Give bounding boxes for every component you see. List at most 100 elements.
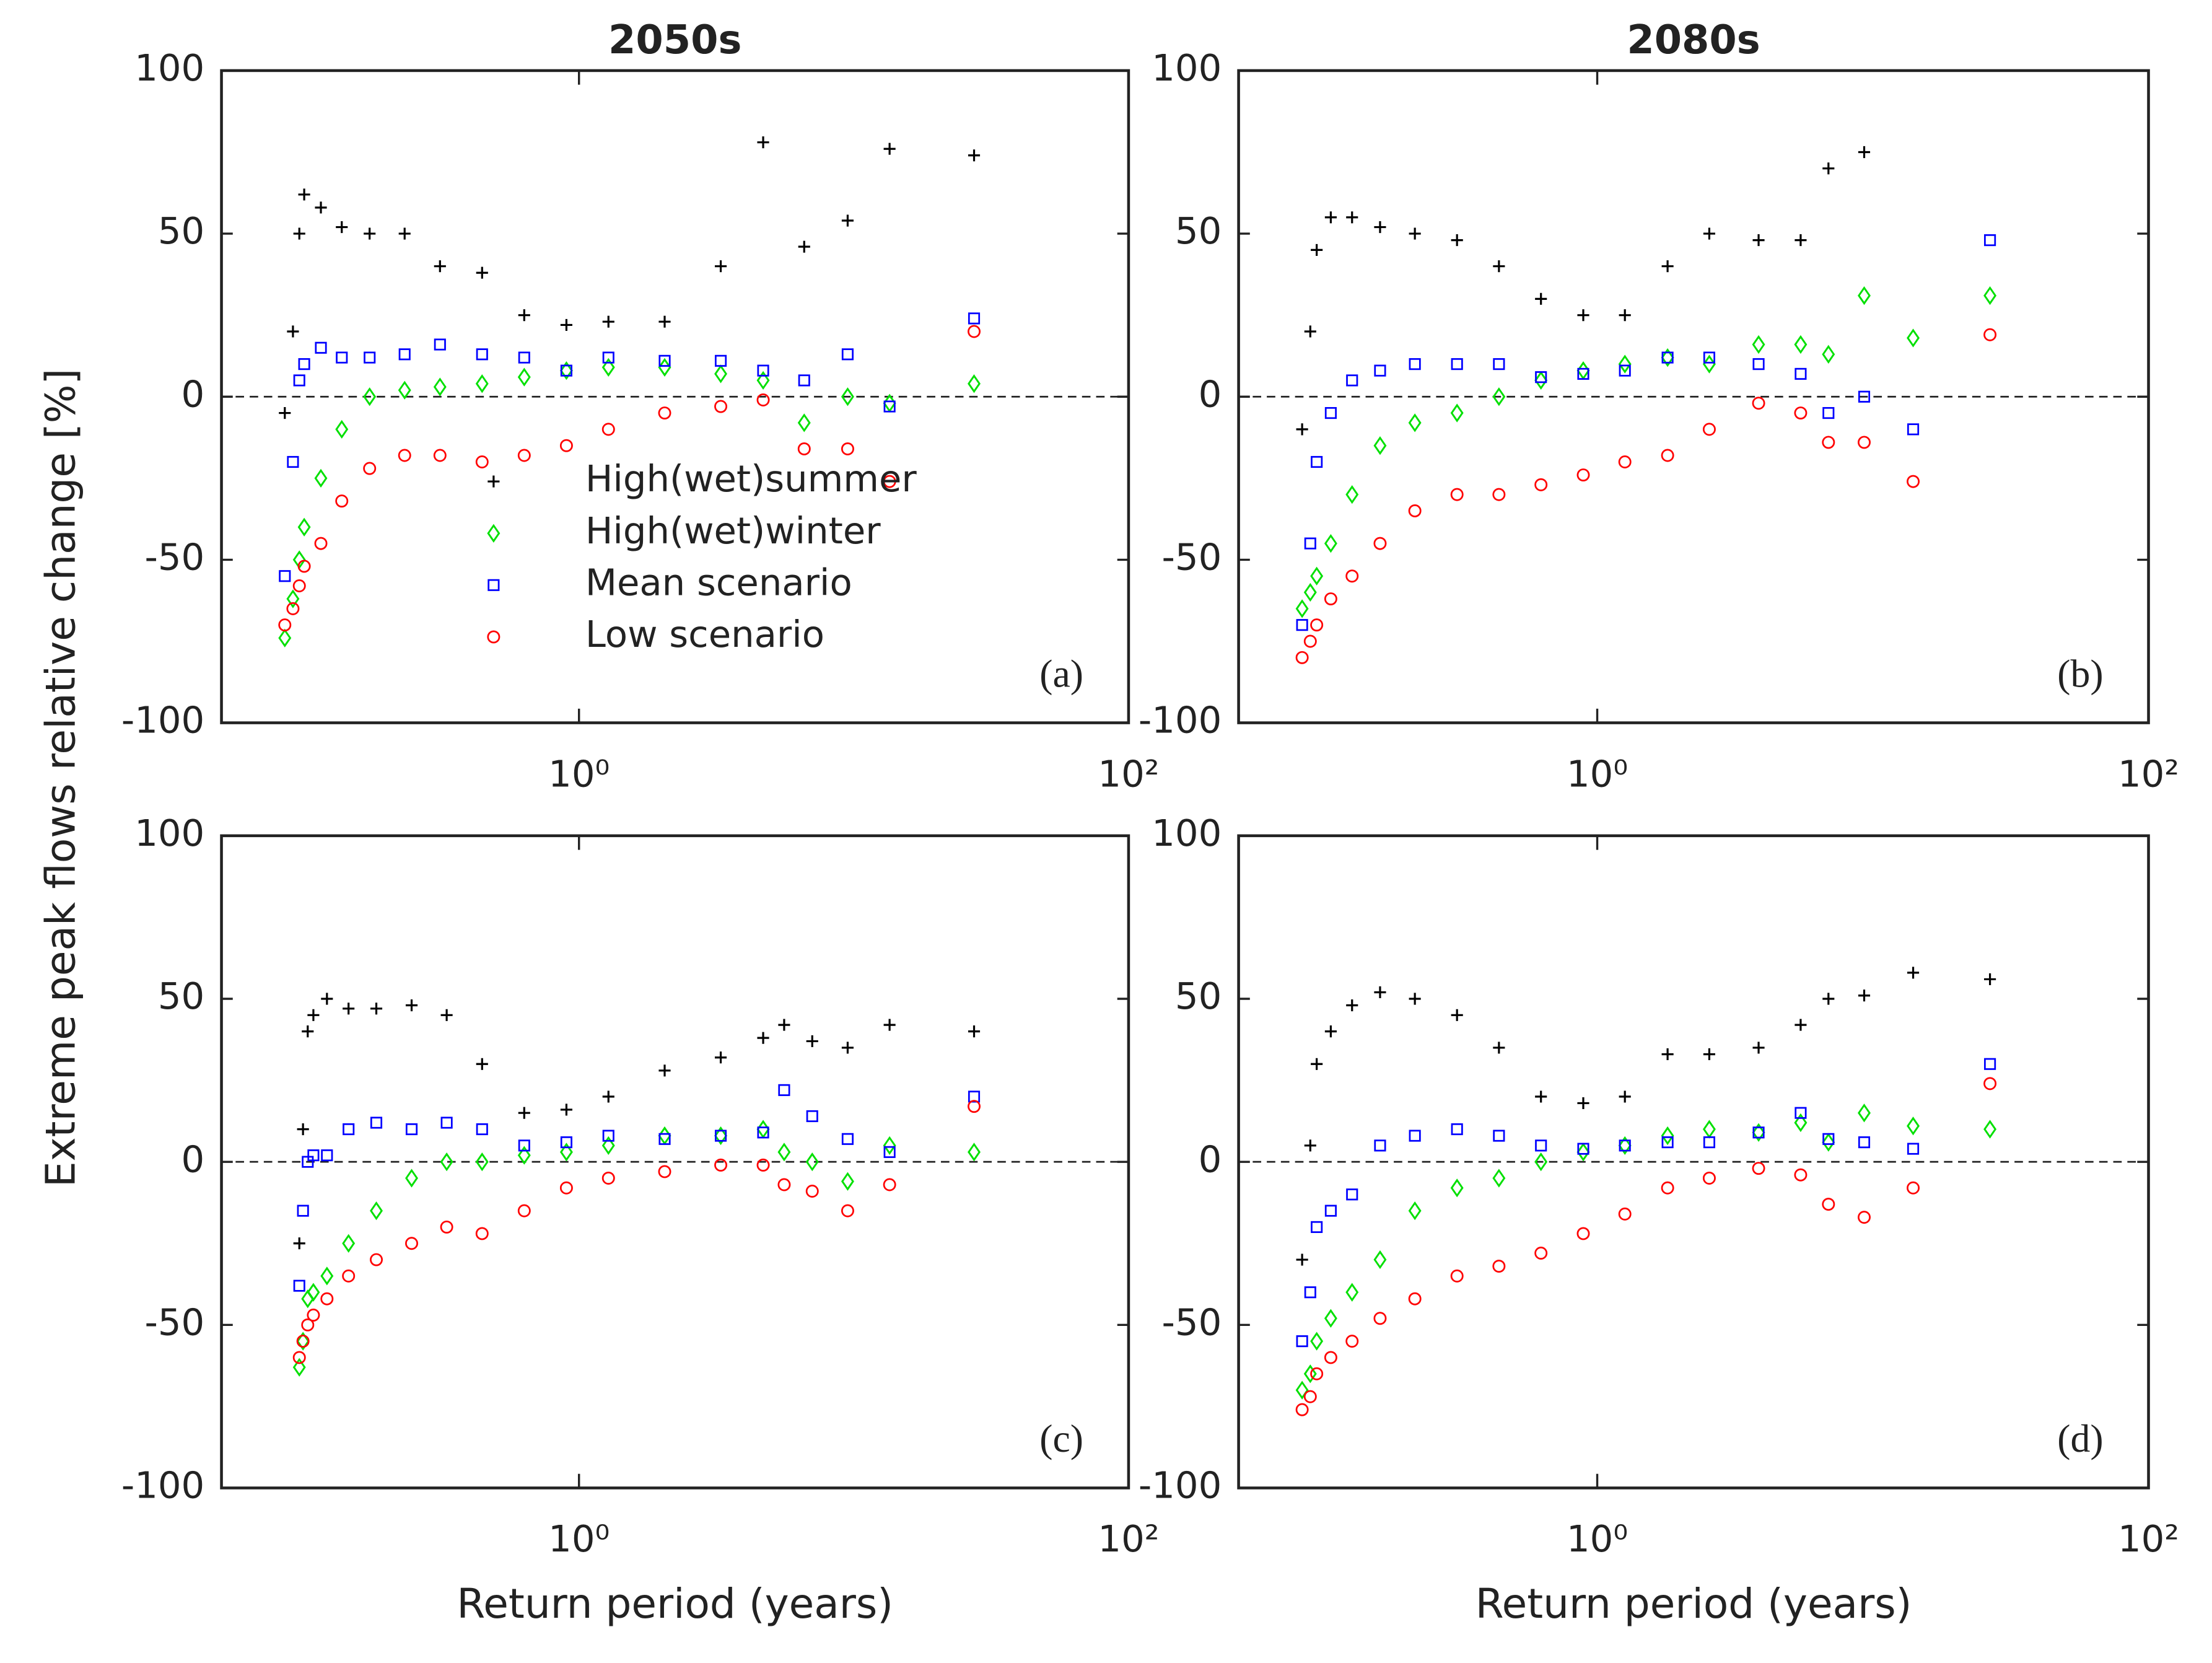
circle-marker xyxy=(1752,397,1765,410)
diamond-marker xyxy=(1450,1178,1464,1198)
square-marker xyxy=(1304,1286,1316,1299)
diamond-marker xyxy=(405,1169,418,1188)
plus-marker xyxy=(398,227,411,240)
diamond-marker xyxy=(1618,354,1632,374)
diamond-marker xyxy=(714,1126,728,1146)
diamond-marker xyxy=(1450,403,1464,423)
circle-marker xyxy=(1661,1181,1674,1195)
circle-marker xyxy=(433,449,447,462)
square-marker xyxy=(1374,364,1386,377)
square-marker xyxy=(883,400,896,413)
diamond-marker xyxy=(756,1120,770,1139)
plus-marker xyxy=(370,1003,383,1015)
plus-marker xyxy=(1451,234,1463,247)
plus-marker xyxy=(841,214,854,227)
diamond-marker xyxy=(487,524,501,543)
plus-marker xyxy=(798,240,810,253)
plus-marker xyxy=(1409,993,1421,1005)
circle-marker xyxy=(777,1178,791,1191)
circle-marker xyxy=(756,1158,770,1172)
plus-marker xyxy=(1296,423,1308,436)
plus-marker xyxy=(968,1025,981,1038)
diamond-marker xyxy=(440,1152,453,1172)
square-marker xyxy=(336,351,348,364)
circle-marker xyxy=(1295,651,1309,664)
x-tick-label: 10² xyxy=(1098,1517,1159,1560)
square-marker xyxy=(968,1090,981,1103)
panel-label: (d) xyxy=(2057,1416,2103,1460)
diamond-marker xyxy=(363,387,377,406)
legend-label: High(wet)summer xyxy=(585,457,917,500)
square-marker xyxy=(370,1117,383,1129)
circle-marker xyxy=(756,393,770,406)
circle-marker xyxy=(440,1220,453,1234)
circle-marker xyxy=(559,1181,573,1195)
circle-marker xyxy=(1345,569,1359,583)
y-tick-label: -50 xyxy=(1162,1301,1222,1343)
square-marker xyxy=(1858,1136,1871,1149)
diamond-marker xyxy=(841,387,854,406)
plus-marker xyxy=(968,149,981,162)
diamond-marker xyxy=(1373,1250,1387,1270)
square-marker xyxy=(1535,1139,1547,1152)
x-tick-label: 10⁰ xyxy=(548,1517,610,1560)
plus-marker xyxy=(298,188,310,201)
square-marker xyxy=(1661,351,1674,364)
square-marker xyxy=(1409,1130,1421,1142)
diamond-marker xyxy=(475,374,489,393)
diamond-marker xyxy=(968,374,981,393)
diamond-marker xyxy=(1373,436,1387,455)
diamond-marker xyxy=(1324,1309,1337,1328)
square-marker xyxy=(602,351,614,364)
y-tick-label: 50 xyxy=(1175,209,1222,252)
circle-marker xyxy=(398,449,411,462)
plus-marker xyxy=(1324,211,1337,224)
plus-marker xyxy=(714,260,727,273)
circle-marker xyxy=(1534,478,1548,491)
square-marker xyxy=(1907,1143,1920,1155)
diamond-marker xyxy=(658,358,671,377)
plus-marker xyxy=(1703,1048,1716,1061)
plus-marker xyxy=(1661,260,1674,273)
diamond-marker xyxy=(1661,1126,1674,1146)
circle-marker xyxy=(968,1100,981,1113)
circle-marker xyxy=(342,1269,356,1283)
square-marker xyxy=(398,348,411,361)
circle-marker xyxy=(314,537,328,550)
plus-marker xyxy=(1703,227,1716,240)
diamond-marker xyxy=(1576,1143,1590,1162)
plus-marker xyxy=(1296,1253,1308,1266)
circle-marker xyxy=(1794,1168,1808,1182)
diamond-marker xyxy=(714,364,728,384)
circle-marker xyxy=(320,1292,334,1305)
diamond-marker xyxy=(517,367,531,387)
plus-marker xyxy=(1795,234,1807,247)
diamond-marker xyxy=(1303,1364,1317,1384)
square-marker xyxy=(518,351,530,364)
circle-marker xyxy=(301,1318,315,1332)
circle-marker xyxy=(487,630,501,644)
circle-marker xyxy=(658,406,671,420)
diamond-marker xyxy=(398,380,411,400)
diamond-marker xyxy=(601,358,615,377)
circle-marker xyxy=(797,442,811,455)
plus-marker xyxy=(518,309,530,322)
x-tick-label: 10⁰ xyxy=(548,752,610,795)
plus-marker xyxy=(1324,1025,1337,1038)
circle-marker xyxy=(658,1165,671,1178)
square-marker xyxy=(1822,406,1835,419)
diamond-marker xyxy=(1534,371,1548,390)
plus-marker xyxy=(518,1107,530,1119)
legend-label: Mean scenario xyxy=(585,561,852,603)
square-marker xyxy=(1311,1221,1323,1233)
square-marker xyxy=(1822,1133,1835,1145)
diamond-marker xyxy=(1295,1380,1309,1400)
diamond-marker xyxy=(1408,413,1422,432)
plus-marker xyxy=(560,318,572,331)
plus-marker xyxy=(1304,325,1316,338)
square-marker xyxy=(1752,358,1765,371)
circle-marker xyxy=(1408,1292,1422,1305)
square-marker xyxy=(841,1133,854,1145)
plus-marker xyxy=(336,221,348,234)
